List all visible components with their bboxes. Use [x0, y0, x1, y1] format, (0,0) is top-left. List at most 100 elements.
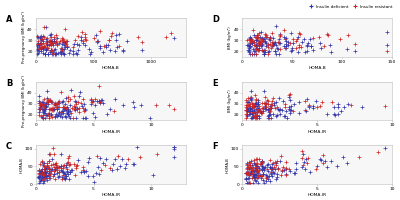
- Point: [302, 108, 308, 111]
- Point: [264, 116, 271, 119]
- Point: [267, 42, 274, 46]
- Point: [286, 93, 292, 96]
- Point: [293, 46, 300, 50]
- Point: [63, 96, 70, 99]
- Point: [70, 53, 76, 56]
- Point: [66, 178, 72, 181]
- Point: [250, 172, 256, 175]
- Point: [38, 104, 44, 108]
- Point: [40, 173, 47, 176]
- Point: [250, 177, 257, 180]
- Point: [332, 114, 338, 117]
- Point: [67, 116, 73, 120]
- Point: [254, 116, 260, 120]
- Point: [254, 171, 260, 174]
- Point: [260, 166, 267, 169]
- Point: [46, 172, 52, 175]
- Point: [289, 42, 296, 45]
- Point: [283, 42, 290, 45]
- Point: [131, 106, 137, 109]
- Point: [48, 49, 54, 52]
- Point: [45, 98, 52, 102]
- Point: [250, 44, 257, 47]
- Point: [250, 105, 256, 108]
- Point: [318, 47, 324, 50]
- Point: [359, 105, 365, 108]
- Point: [313, 167, 319, 171]
- Point: [36, 107, 42, 110]
- Point: [248, 53, 255, 56]
- Point: [35, 42, 41, 45]
- Point: [256, 157, 262, 160]
- Point: [248, 105, 255, 108]
- Point: [265, 102, 271, 105]
- Point: [67, 104, 74, 107]
- Point: [37, 101, 43, 105]
- Point: [270, 170, 276, 173]
- Point: [264, 108, 271, 111]
- Point: [257, 40, 263, 44]
- Point: [246, 182, 252, 185]
- Point: [245, 170, 251, 173]
- Point: [60, 176, 67, 179]
- Point: [246, 50, 252, 53]
- Point: [37, 103, 43, 106]
- Point: [245, 44, 251, 47]
- Point: [113, 34, 119, 37]
- Point: [306, 104, 312, 107]
- Point: [254, 35, 260, 38]
- Point: [52, 114, 58, 117]
- Point: [244, 182, 250, 185]
- Point: [47, 172, 53, 175]
- Point: [109, 168, 116, 171]
- Point: [100, 101, 106, 104]
- Point: [106, 166, 113, 169]
- Point: [244, 167, 250, 170]
- Point: [270, 112, 276, 115]
- Point: [68, 168, 74, 171]
- Point: [171, 146, 177, 149]
- Point: [51, 48, 57, 51]
- Point: [259, 43, 265, 46]
- Point: [258, 44, 265, 47]
- Point: [41, 112, 47, 115]
- Point: [41, 173, 48, 176]
- Point: [40, 182, 46, 185]
- Point: [273, 43, 280, 46]
- Point: [43, 100, 50, 103]
- Point: [265, 163, 271, 166]
- Point: [107, 49, 113, 52]
- Point: [40, 100, 46, 103]
- Point: [293, 161, 299, 164]
- Point: [58, 165, 64, 168]
- Point: [37, 169, 44, 173]
- Point: [296, 43, 302, 46]
- Point: [48, 101, 54, 104]
- Point: [266, 110, 273, 113]
- Point: [40, 173, 46, 176]
- Point: [317, 104, 323, 107]
- Point: [110, 162, 116, 166]
- Point: [46, 99, 52, 102]
- Point: [49, 49, 55, 52]
- Point: [246, 161, 253, 164]
- Point: [259, 38, 265, 41]
- Point: [261, 37, 267, 40]
- Point: [271, 40, 278, 44]
- Point: [44, 46, 50, 50]
- Point: [266, 36, 273, 39]
- Point: [248, 38, 254, 41]
- Point: [262, 107, 269, 110]
- Point: [48, 49, 54, 52]
- Point: [282, 47, 289, 50]
- Point: [319, 100, 326, 104]
- Point: [260, 101, 267, 104]
- Point: [345, 103, 352, 106]
- Point: [251, 106, 257, 109]
- Point: [384, 49, 390, 52]
- Point: [294, 38, 300, 41]
- Point: [248, 96, 254, 99]
- Point: [247, 163, 253, 166]
- Point: [259, 161, 265, 164]
- Point: [245, 96, 251, 100]
